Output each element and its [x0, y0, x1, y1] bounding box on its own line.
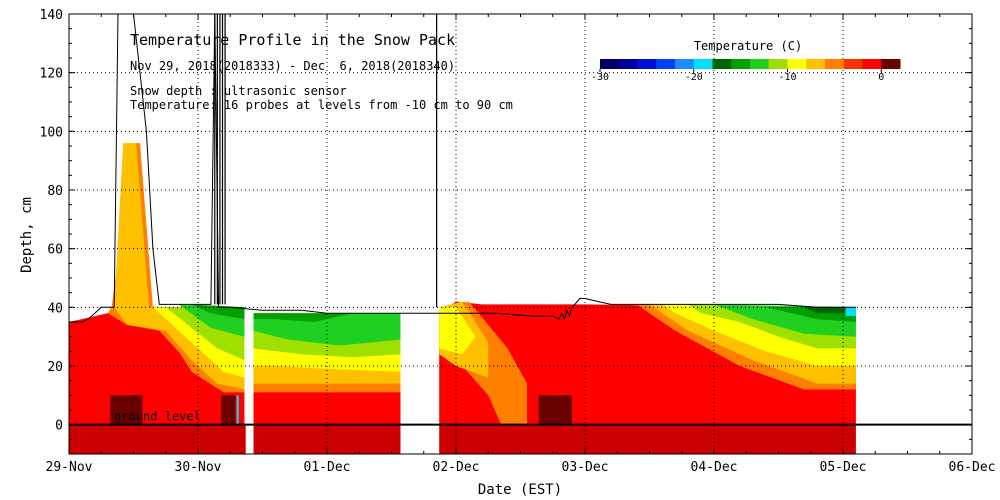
colorbar-tick-label: -10: [778, 72, 796, 83]
ground-level-label: ground level: [114, 410, 201, 424]
heatmap-band: [253, 313, 353, 322]
colorbar-tick-label: -30: [591, 72, 609, 83]
x-tick-label: 05-Dec: [820, 460, 867, 475]
axes: 29-Nov 30-Nov 01-Dec 02-Dec 03-Dec 04-Dec 05-D…: [40, 8, 996, 475]
colorbar-swatch: [862, 59, 882, 69]
y-tick-label: 40: [47, 301, 63, 316]
colorbar-swatch: [731, 59, 751, 69]
colorbar-swatch: [881, 59, 901, 69]
colorbar-swatch: [618, 59, 638, 69]
chart-title: Temperature Profile in the Snow Pack: [130, 31, 455, 49]
heatmap-probe-spike: [236, 395, 239, 425]
heatmap-band: [221, 395, 236, 425]
colorbar-swatch: [768, 59, 788, 69]
heatmap-band: [439, 307, 476, 355]
colorbar-swatch: [600, 59, 620, 69]
colorbar-swatch: [675, 59, 695, 69]
y-tick-label: 60: [47, 243, 63, 258]
x-tick-label: 06-Dec: [949, 460, 996, 475]
heatmap-band: [538, 395, 573, 425]
y-axis-label: Depth, cm: [19, 197, 35, 273]
heatmap-band: [439, 424, 856, 454]
chart-subtitle: Nov 29, 2018(2018333) - Dec 6, 2018(2018…: [130, 59, 455, 73]
colorbar-swatch: [787, 59, 807, 69]
colorbar-tick-label: 0: [878, 72, 884, 83]
colorbar-ticks: -30 -20 -10 0: [591, 69, 884, 83]
heatmap-band: [69, 424, 246, 454]
note-snow-depth: Snow depth : ultrasonic sensor: [130, 84, 347, 98]
colorbar-swatch: [693, 59, 713, 69]
y-tick-label: 140: [40, 8, 63, 23]
colorbar: Temperature (C) -30 -20 -10 0: [591, 39, 901, 83]
y-tick-label: 0: [55, 419, 63, 434]
colorbar-swatch: [750, 59, 770, 69]
colorbar-swatch: [712, 59, 732, 69]
x-tick-label: 01-Dec: [304, 460, 351, 475]
y-tick-label: 20: [47, 360, 63, 375]
x-tick-label: 03-Dec: [562, 460, 609, 475]
colorbar-tick-label: -20: [685, 72, 703, 83]
snow-depth-line: [69, 14, 856, 323]
heatmap-band: [804, 307, 850, 314]
heatmap-band: [110, 395, 143, 425]
x-tick-label: 29-Nov: [46, 460, 93, 475]
colorbar-swatch: [637, 59, 657, 69]
colorbar-swatch: [806, 59, 826, 69]
colorbar-label: Temperature (C): [694, 39, 802, 53]
x-tick-label: 02-Dec: [433, 460, 480, 475]
x-tick-label: 30-Nov: [175, 460, 222, 475]
y-tick-label: 120: [40, 67, 63, 82]
heatmap-band: [191, 304, 245, 320]
y-tick-label: 100: [40, 125, 63, 140]
y-tick-label: 80: [47, 184, 63, 199]
x-axis-label: Date (EST): [478, 482, 562, 498]
colorbar-swatch: [656, 59, 676, 69]
heatmap-band: [253, 424, 401, 454]
colorbar-swatch: [843, 59, 863, 69]
heatmap-band: [253, 313, 401, 346]
colorbar-swatches: [600, 59, 901, 69]
note-temperature: Temperature: 16 probes at levels from -1…: [130, 98, 513, 112]
colorbar-swatch: [825, 59, 845, 69]
heatmap-band: [845, 307, 856, 317]
x-tick-label: 04-Dec: [691, 460, 738, 475]
snow-depth-series: [69, 14, 856, 323]
ground-level: ground level: [69, 410, 972, 426]
